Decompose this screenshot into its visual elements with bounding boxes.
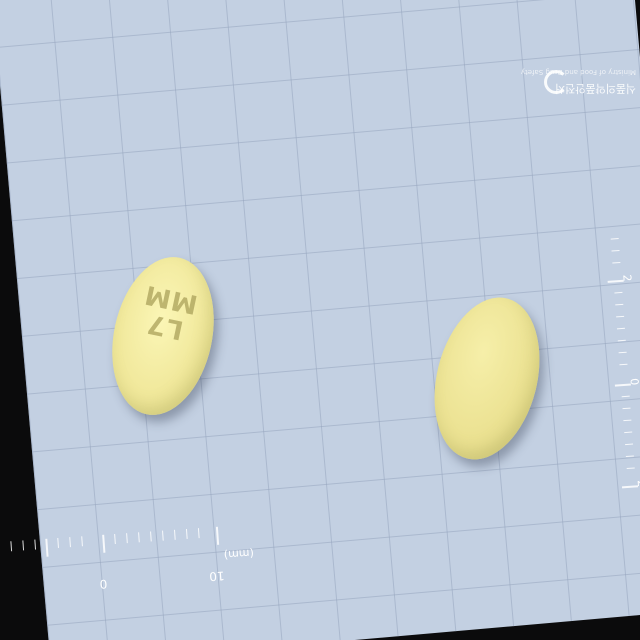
ruler-label-mid: 0 xyxy=(627,377,640,386)
ruler-tick xyxy=(619,363,628,366)
watermark: 식품의약품안전처 Ministry of Food and Drug Safet… xyxy=(521,42,640,102)
ruler-unit: (mm) xyxy=(223,546,255,562)
ruler-tick xyxy=(81,536,83,547)
ruler-tick xyxy=(10,541,13,552)
ruler-tick xyxy=(69,537,71,548)
tablet-imprint: L7 MM xyxy=(114,275,222,350)
ruler-label-top: 2 xyxy=(620,274,634,282)
ruler-tick xyxy=(614,291,623,294)
watermark-english: Ministry of Food and Drug Safety xyxy=(520,68,636,76)
ruler-tick xyxy=(197,528,200,539)
ruler-tick xyxy=(114,533,116,545)
ruler-tick xyxy=(215,526,220,545)
ruler-tick xyxy=(623,419,632,422)
ruler-tick xyxy=(162,530,164,541)
ruler-tick xyxy=(624,431,633,434)
ruler-tick xyxy=(150,531,152,542)
ruler-tick xyxy=(610,238,619,240)
ruler-tick xyxy=(126,533,128,544)
ruler-tick xyxy=(57,537,59,548)
ruler-tick xyxy=(618,351,627,354)
ruler-tick xyxy=(22,540,25,551)
ruler-tick xyxy=(621,395,630,398)
ruler-label-bottom: 2 xyxy=(634,479,640,488)
ruler-tick xyxy=(185,528,188,539)
ruler-tick xyxy=(615,303,624,306)
bottom-scale-ruler: 0 10 (mm) xyxy=(0,519,256,626)
ruler-tick xyxy=(45,538,49,557)
ruler-tick xyxy=(612,261,621,264)
ruler-label-0: 0 xyxy=(99,576,108,592)
ruler-tick xyxy=(626,467,635,470)
ruler-tick xyxy=(102,534,106,553)
ruler-tick xyxy=(173,529,176,540)
ruler-tick xyxy=(616,315,625,318)
ruler-tick xyxy=(611,249,620,252)
ruler-tick xyxy=(34,539,37,550)
ruler-tick xyxy=(617,339,626,342)
ruler-tick xyxy=(625,455,634,458)
ruler-tick xyxy=(625,443,634,446)
ruler-label-10: 10 xyxy=(208,568,226,584)
watermark-korean: 식품의약품안전처 xyxy=(555,82,636,95)
ruler-tick xyxy=(138,532,140,543)
ruler-tick xyxy=(616,327,625,330)
ruler-tick xyxy=(622,407,631,410)
